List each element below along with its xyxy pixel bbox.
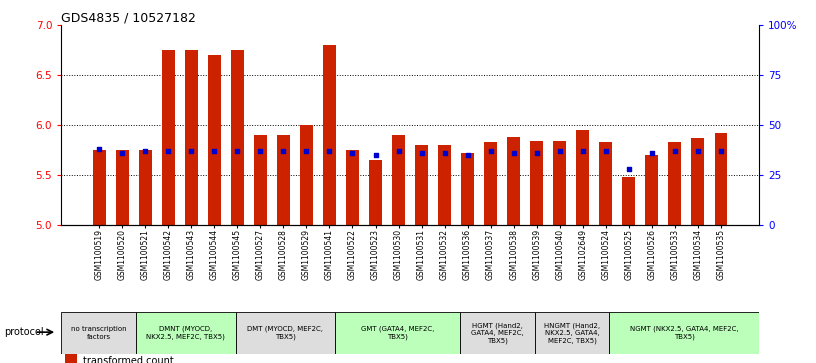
Point [530,150,543,156]
Text: transformed count: transformed count [83,355,174,363]
Bar [254,135,267,225]
Text: HGMT (Hand2,
GATA4, MEF2C,
TBX5): HGMT (Hand2, GATA4, MEF2C, TBX5) [471,322,524,344]
Point [645,150,659,156]
Bar [668,142,681,225]
Point [507,150,520,156]
Text: DMT (MYOCD, MEF2C,
TBX5): DMT (MYOCD, MEF2C, TBX5) [247,326,323,340]
Bar [93,150,105,225]
Bar [139,150,152,225]
Bar [185,50,197,225]
Point [392,148,405,154]
Text: protocol: protocol [4,327,44,337]
Bar [236,312,335,354]
Point [369,152,382,158]
Bar [208,55,220,225]
Point [714,148,727,154]
Bar [610,312,759,354]
Point [461,152,474,158]
Point [254,148,267,154]
Bar [553,141,566,225]
Point [323,148,336,154]
Bar [645,155,658,225]
Point [231,148,244,154]
Bar [576,130,589,225]
Point [300,148,313,154]
Bar [623,177,635,225]
Point [208,148,221,154]
Point [139,148,152,154]
Point [691,148,704,154]
Bar [335,312,460,354]
Bar [231,50,244,225]
Point [415,150,428,156]
Bar [346,150,359,225]
Point [346,150,359,156]
Point [93,146,106,152]
Point [116,150,129,156]
Bar [116,150,129,225]
Bar [136,312,236,354]
Bar [61,312,136,354]
Bar [277,135,290,225]
Point [668,148,681,154]
Bar [600,142,612,225]
Bar [369,160,382,225]
Bar [438,145,451,225]
Bar [300,125,313,225]
Point [484,148,497,154]
Point [438,150,451,156]
Bar [392,135,405,225]
Point [623,166,636,172]
Point [162,148,175,154]
Text: NGMT (NKX2.5, GATA4, MEF2C,
TBX5): NGMT (NKX2.5, GATA4, MEF2C, TBX5) [630,326,738,340]
Point [277,148,290,154]
Point [576,148,589,154]
Bar [64,351,78,363]
Text: DMNT (MYOCD,
NKX2.5, MEF2C, TBX5): DMNT (MYOCD, NKX2.5, MEF2C, TBX5) [146,326,225,340]
Bar [715,133,727,225]
Point [184,148,197,154]
Bar [691,138,704,225]
Bar [162,50,175,225]
Text: GDS4835 / 10527182: GDS4835 / 10527182 [61,11,196,24]
Bar [530,141,543,225]
Text: HNGMT (Hand2,
NKX2.5, GATA4,
MEF2C, TBX5): HNGMT (Hand2, NKX2.5, GATA4, MEF2C, TBX5… [544,322,600,344]
Text: no transcription
factors: no transcription factors [71,326,126,340]
Bar [484,142,497,225]
Bar [461,153,474,225]
Bar [415,145,428,225]
Bar [508,137,520,225]
Point [599,148,612,154]
Bar [534,312,610,354]
Bar [323,45,336,225]
Text: GMT (GATA4, MEF2C,
TBX5): GMT (GATA4, MEF2C, TBX5) [361,326,434,340]
Bar [460,312,534,354]
Point [553,148,566,154]
